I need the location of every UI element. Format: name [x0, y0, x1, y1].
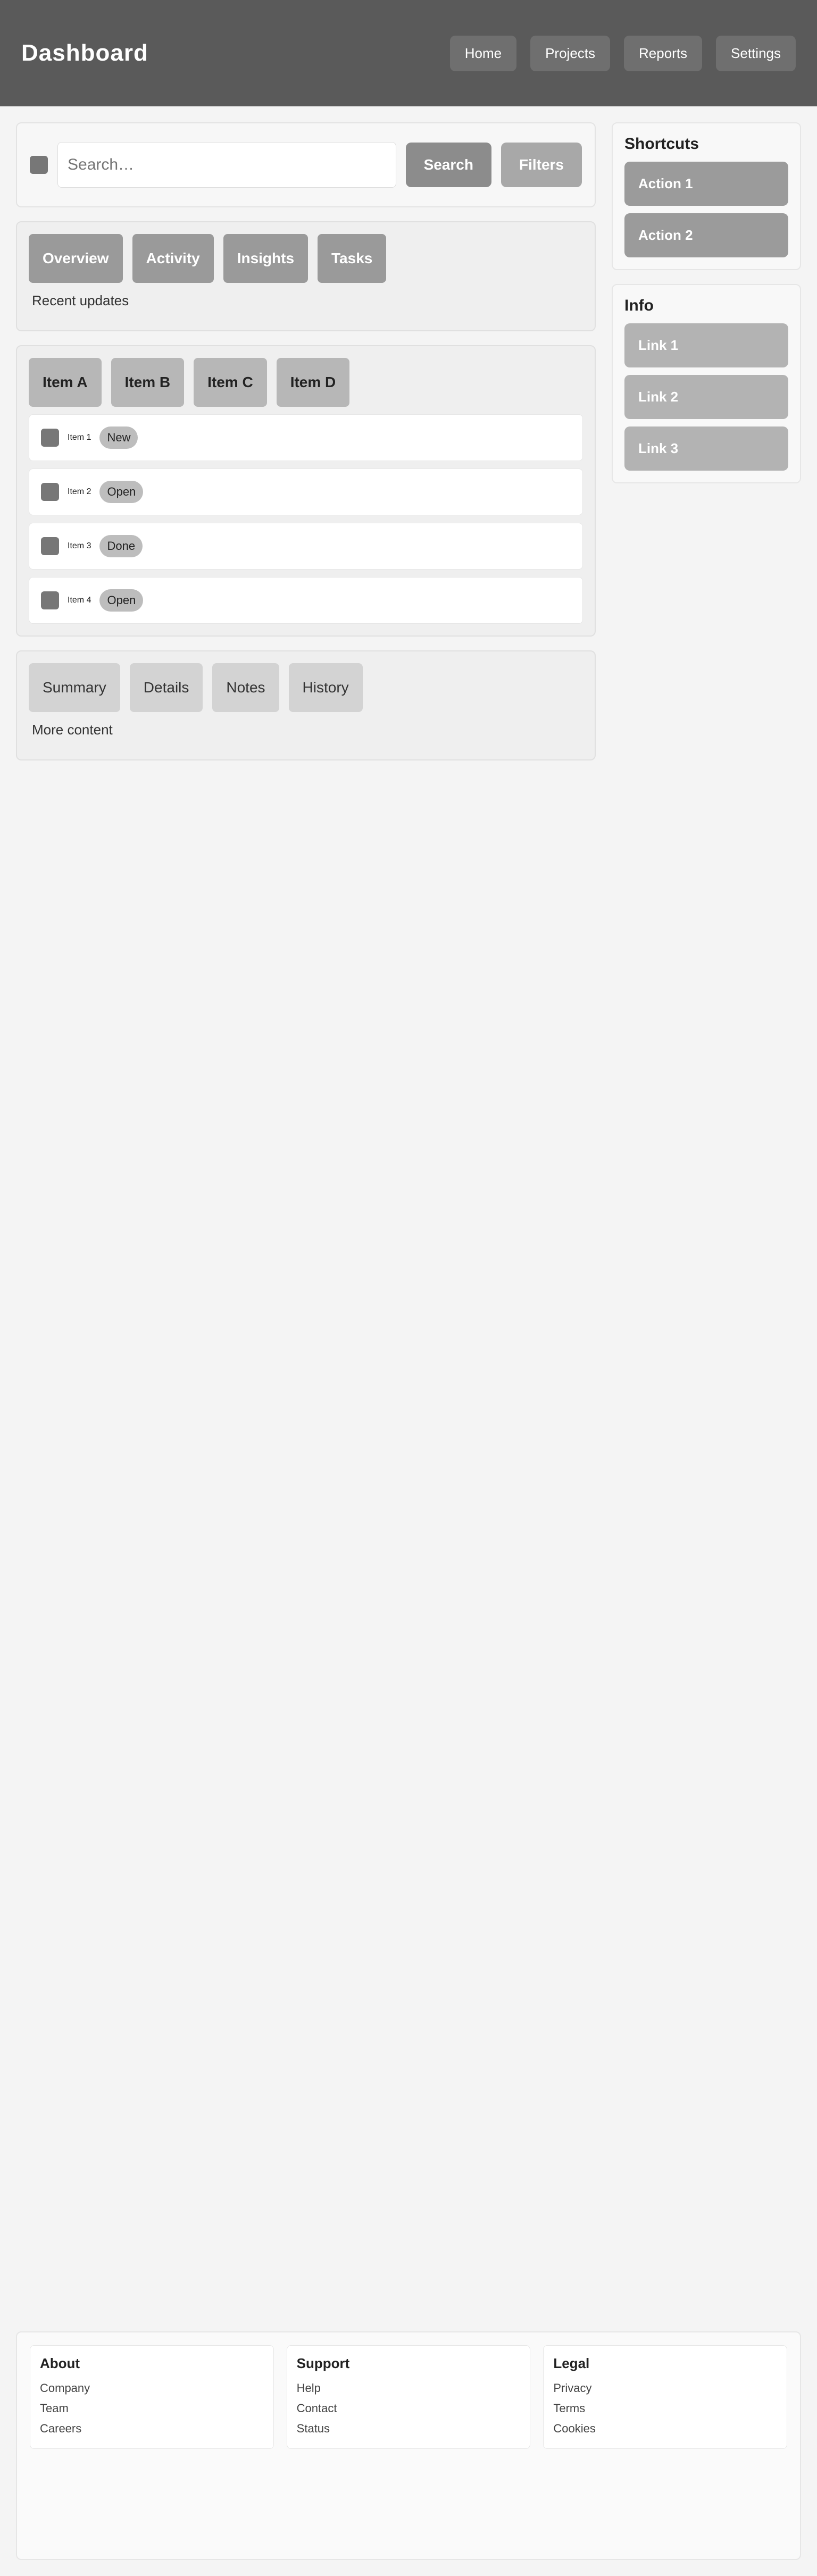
sidebar-box-info: Info Link 1 Link 2 Link 3: [612, 284, 801, 483]
item-list: Item 1 New Item 2 Open Item 3 Done: [29, 414, 583, 624]
list-item[interactable]: Item 1 New: [29, 414, 583, 461]
footer-col-legal: Legal Privacy Terms Cookies: [543, 2345, 788, 2449]
main-area: Search Filters Overview Activity Insight…: [0, 106, 817, 760]
shortcut-button[interactable]: Action 1: [624, 162, 788, 206]
filters-button[interactable]: Filters: [501, 143, 582, 187]
item-icon: [41, 537, 59, 555]
section-b-row: Item A Item B Item C Item D: [29, 358, 583, 407]
item-icon: [41, 429, 59, 447]
footer-link[interactable]: Help: [296, 2381, 321, 2395]
section-a-row: Overview Activity Insights Tasks: [29, 234, 583, 283]
footer-col-title: Support: [296, 2355, 350, 2371]
footer-link[interactable]: Company: [40, 2381, 90, 2395]
section-b-block[interactable]: Item B: [111, 358, 185, 407]
nav-item-settings[interactable]: Settings: [716, 35, 796, 71]
search-bar: Search Filters: [16, 122, 596, 207]
top-bar: Dashboard Home Projects Reports Settings: [0, 0, 817, 106]
shortcut-button[interactable]: Action 2: [624, 213, 788, 257]
status-badge: New: [99, 426, 138, 449]
item-icon: [41, 591, 59, 609]
search-icon: [30, 156, 48, 174]
section-c-subtitle: More content: [32, 722, 113, 738]
section-a-block[interactable]: Insights: [223, 234, 309, 283]
list-item-label: Item 2: [68, 487, 91, 496]
section-c-row: Summary Details Notes History: [29, 663, 583, 712]
section-b-block[interactable]: Item A: [29, 358, 102, 407]
footer-link[interactable]: Contact: [296, 2402, 337, 2415]
footer-link[interactable]: Privacy: [553, 2381, 592, 2395]
search-button[interactable]: Search: [405, 143, 491, 187]
sidebar-box-title: Shortcuts: [624, 135, 699, 153]
list-item[interactable]: Item 2 Open: [29, 469, 583, 515]
nav-item-reports[interactable]: Reports: [624, 35, 703, 71]
section-a: Overview Activity Insights Tasks Recent …: [16, 221, 596, 331]
info-link[interactable]: Link 3: [624, 426, 788, 471]
footer-link[interactable]: Status: [296, 2422, 330, 2435]
footer-col-support: Support Help Contact Status: [286, 2345, 531, 2449]
section-a-subtitle: Recent updates: [32, 292, 129, 308]
section-c-block[interactable]: Details: [129, 663, 203, 712]
footer-col-title: About: [40, 2355, 80, 2371]
item-icon: [41, 483, 59, 501]
section-c: Summary Details Notes History More conte…: [16, 650, 596, 760]
top-nav: Home Projects Reports Settings: [449, 35, 796, 71]
content-column: Search Filters Overview Activity Insight…: [0, 106, 612, 760]
info-link[interactable]: Link 1: [624, 323, 788, 367]
list-item-label: Item 3: [68, 541, 91, 550]
footer-link[interactable]: Terms: [553, 2402, 586, 2415]
sidebar: Shortcuts Action 1 Action 2 Info Link 1 …: [612, 106, 817, 760]
nav-item-home[interactable]: Home: [449, 35, 517, 71]
status-badge: Done: [99, 535, 143, 557]
footer-link[interactable]: Cookies: [553, 2422, 596, 2435]
brand: Dashboard: [21, 40, 148, 66]
list-item[interactable]: Item 4 Open: [29, 577, 583, 624]
sidebar-box-shortcuts: Shortcuts Action 1 Action 2: [612, 122, 801, 270]
status-badge: Open: [99, 589, 144, 612]
section-a-block[interactable]: Tasks: [318, 234, 387, 283]
section-a-block[interactable]: Overview: [29, 234, 123, 283]
sidebar-box-title: Info: [624, 297, 654, 314]
section-c-block[interactable]: History: [288, 663, 363, 712]
section-b-block[interactable]: Item C: [194, 358, 267, 407]
list-item[interactable]: Item 3 Done: [29, 523, 583, 570]
list-item-label: Item 4: [68, 596, 91, 605]
section-c-block[interactable]: Notes: [212, 663, 279, 712]
footer-link[interactable]: Team: [40, 2402, 69, 2415]
section-a-block[interactable]: Activity: [132, 234, 214, 283]
nav-item-projects[interactable]: Projects: [530, 35, 610, 71]
footer-col-title: Legal: [553, 2355, 590, 2371]
section-b-block[interactable]: Item D: [276, 358, 350, 407]
footer-col-about: About Company Team Careers: [30, 2345, 274, 2449]
footer: About Company Team Careers Support Help …: [16, 2331, 801, 2560]
footer-link[interactable]: Careers: [40, 2422, 82, 2435]
section-b: Item A Item B Item C Item D Item 1 New I…: [16, 345, 596, 637]
status-badge: Open: [99, 481, 144, 503]
list-item-label: Item 1: [68, 433, 91, 442]
section-c-block[interactable]: Summary: [29, 663, 120, 712]
search-input[interactable]: [57, 142, 396, 188]
info-link[interactable]: Link 2: [624, 375, 788, 419]
footer-columns: About Company Team Careers Support Help …: [30, 2345, 788, 2449]
